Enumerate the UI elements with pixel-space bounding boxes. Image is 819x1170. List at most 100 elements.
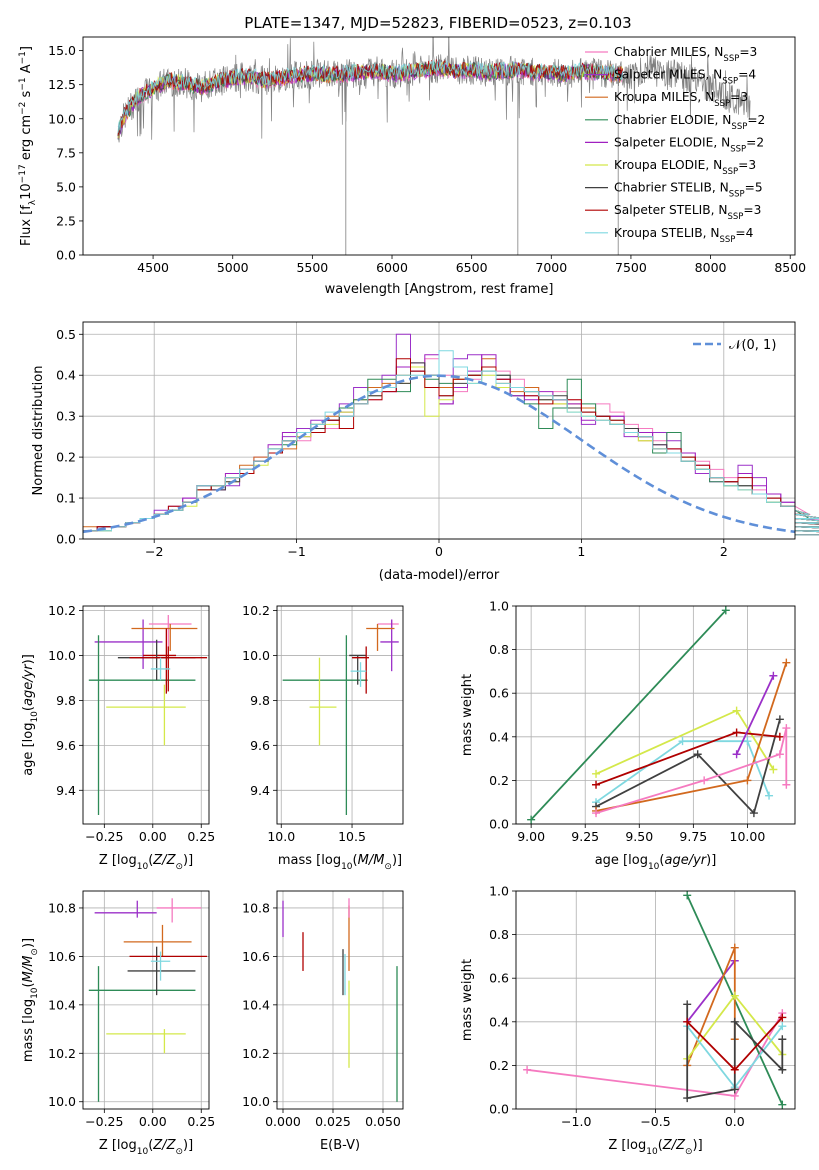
legend-label: Salpeter ELODIE, NSSP=2 [614,135,764,154]
weight-line [595,719,781,815]
x-tick-label: 9.00 [517,829,545,844]
x-tick-label: 0.00 [139,1114,167,1129]
legend-label: Kroupa ELODIE, NSSP=3 [614,158,756,177]
axes-frame [515,605,796,825]
weight-marker [592,809,601,818]
x-axis-label: Z [log10(Z/Z⊙)] [608,1138,702,1157]
errorbar-point [350,662,367,687]
errorbar-point [131,623,198,651]
errorbar-point [282,635,368,816]
y-tick-label: 9.8 [56,693,76,708]
legend-label: 𝒩(0, 1) [729,338,776,353]
y-tick-label: 10.2 [242,603,270,618]
errorbar-point [88,966,196,1102]
legend-label: Chabrier MILES, NSSP=3 [614,45,757,64]
y-tick-label: 0.4 [56,368,76,383]
weight-series [527,606,730,824]
weight-marker [683,1000,692,1009]
y-tick-label: 10.6 [242,949,270,964]
y-tick-label: 12.5 [48,77,76,92]
x-tick-label: 10.00 [730,829,766,844]
panel-mass-vs-EBV: 0.000 0.025 0.050 10.0 10.2 10.4 10.6 10.8 E(B-V… [242,890,404,1153]
y-tick-label: 10.0 [48,1094,76,1109]
x-tick-label: 1 [577,544,585,559]
x-tick-label: 0.000 [265,1114,301,1129]
x-tick-label: −1.0 [561,1114,591,1129]
errorbar-point [127,946,196,996]
x-tick-label: 6000 [376,260,408,275]
errorbar-point [106,1029,186,1054]
y-tick-label: 9.8 [250,693,270,708]
x-tick-label: 9.50 [625,829,653,844]
y-tick-label: 9.6 [250,738,270,753]
y-axis-label: Flux [fλ10−17 erg cm−2 s−1 A−1] [18,46,38,246]
panel-weight-vs-age: 9.00 9.25 9.50 9.75 10.00 0.0 0.2 0.4 0.6 0.8 1.0 a… [460,599,796,872]
x-tick-label: −1 [287,544,305,559]
weight-marker [769,671,778,680]
weight-marker [775,732,784,741]
axes-frame [82,605,210,825]
weight-series [592,728,784,789]
y-tick-label: 0.6 [489,971,509,986]
x-tick-label: −0.5 [640,1114,670,1129]
weight-marker [730,1065,739,1074]
y-tick-label: 0.3 [56,409,76,424]
weight-marker [778,1013,787,1022]
y-axis-label: Normed distribution [31,366,46,496]
y-tick-label: 10.0 [48,648,76,663]
y-tick-label: 10.0 [242,1094,270,1109]
weight-line [530,609,727,821]
histogram-series [82,350,819,539]
errorbar-point [150,951,171,981]
y-tick-label: 0.6 [489,686,509,701]
y-tick-label: 1.0 [489,884,509,899]
legend-label: Kroupa STELIB, NSSP=4 [614,226,754,245]
y-tick-label: 9.6 [56,738,76,753]
weight-marker [778,1065,787,1074]
weight-marker [769,765,778,774]
weight-marker [765,791,774,800]
errorbar-point [150,657,171,681]
legend-label: Chabrier STELIB, NSSP=5 [614,181,763,200]
axes-frame [82,890,210,1110]
y-axis-label: mass [log10(M/M⊙)] [21,938,40,1062]
legend-label: Salpeter STELIB, NSSP=3 [614,203,761,222]
x-axis-label: mass [log10(M/M⊙)] [278,853,402,872]
weight-marker [778,1100,787,1109]
weight-marker [678,737,687,746]
x-tick-label: −0.25 [85,829,123,844]
x-tick-label: 0.25 [187,1114,215,1129]
y-tick-label: 0.5 [56,327,76,342]
weight-marker [775,750,784,759]
weight-marker [730,1017,739,1026]
y-axis-label: mass weight [460,674,475,756]
weight-marker [743,776,752,785]
x-tick-label: 8500 [774,260,806,275]
x-axis-label: wavelength [Angstrom, rest frame] [325,282,554,297]
legend-label: Chabrier ELODIE, NSSP=2 [614,113,765,132]
weight-marker [592,769,601,778]
observed-spectrum [117,37,751,143]
errorbar-point [366,623,395,651]
y-tick-label: 0.2 [489,1058,509,1073]
y-tick-label: 9.4 [250,783,270,798]
x-axis-label: (data-model)/error [379,568,500,583]
panel-weight-vs-Z: −1.0 −0.5 0.0 0.0 0.2 0.4 0.6 0.8 1.0 Z [log10(Z/… [460,884,796,1157]
x-tick-label: 0.25 [187,829,215,844]
weight-marker [700,776,709,785]
x-axis-label: Z [log10(Z/Z⊙)] [99,853,193,872]
legend-label: Kroupa MILES, NSSP=3 [614,90,748,109]
errorbar-point [88,635,196,816]
weight-series [732,671,778,759]
weight-series [592,724,791,818]
x-tick-label: 0.050 [365,1114,401,1129]
y-tick-label: 2.5 [56,213,76,228]
x-tick-label: −2 [145,544,163,559]
panel-age-vs-mass: 10.0 10.5 9.4 9.6 9.8 10.0 10.2 mass [log10(M/M… [242,603,404,872]
y-tick-label: 5.0 [56,179,76,194]
y-tick-label: 10.8 [48,900,76,915]
x-tick-label: 6500 [456,260,488,275]
x-tick-label: 9.25 [571,829,599,844]
y-tick-label: 10.4 [48,997,76,1012]
y-tick-label: 0.8 [489,927,509,942]
